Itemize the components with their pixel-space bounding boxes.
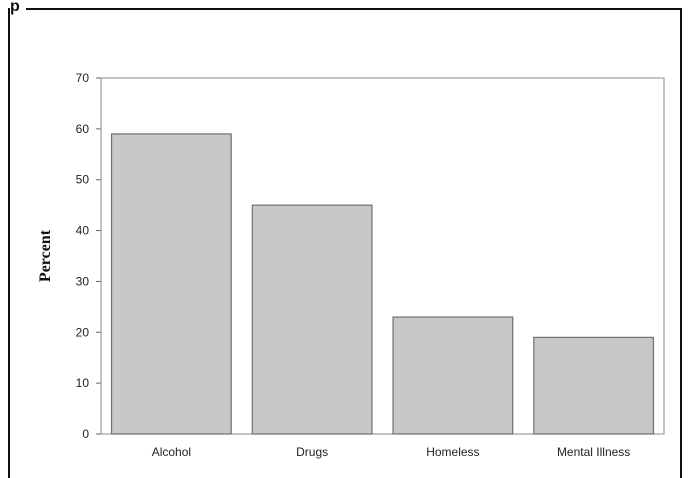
x-tick-label: Mental Illness xyxy=(557,445,630,459)
x-tick-label: Drugs xyxy=(296,445,328,459)
x-tick-label: Homeless xyxy=(426,445,479,459)
bar-alcohol xyxy=(110,133,232,435)
y-tick-label: 20 xyxy=(76,325,90,339)
bar-mental-illness xyxy=(533,336,655,435)
y-tick-label: 70 xyxy=(76,71,90,85)
y-axis-label: Percent xyxy=(37,229,54,282)
chart-frame: p xyxy=(8,0,682,478)
y-tick-label: 0 xyxy=(82,427,89,441)
y-tick-label: 60 xyxy=(76,122,90,136)
bar-homeless xyxy=(392,316,514,435)
bar-drugs xyxy=(251,204,373,435)
y-tick-label: 30 xyxy=(76,274,90,288)
y-tick-label: 40 xyxy=(76,224,90,238)
x-tick-label: Alcohol xyxy=(152,445,191,459)
partial-title: p xyxy=(10,0,26,18)
y-tick-label: 10 xyxy=(76,376,90,390)
y-tick-label: 50 xyxy=(76,173,90,187)
